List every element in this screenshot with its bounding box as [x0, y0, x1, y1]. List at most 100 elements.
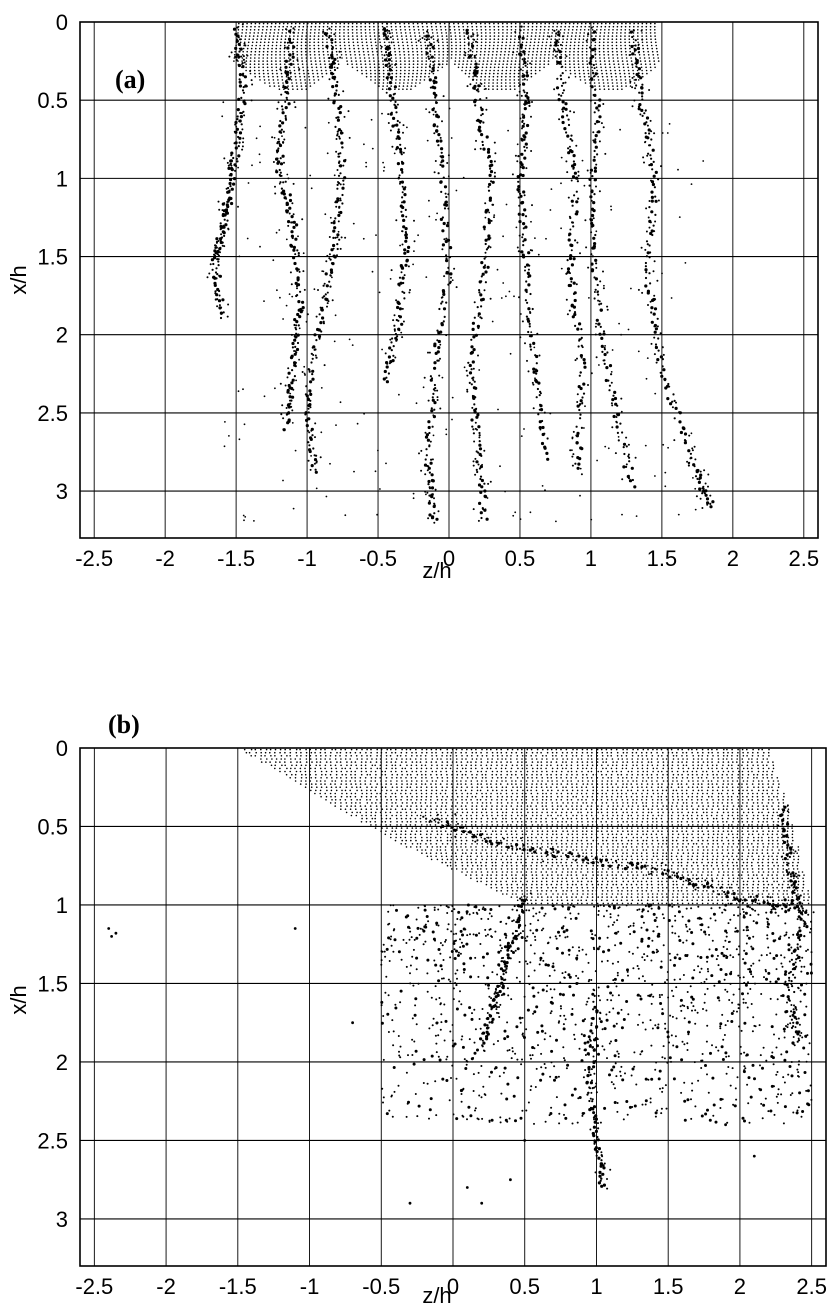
release-dot — [356, 811, 358, 814]
streak-dot — [288, 206, 292, 210]
release-dot — [548, 54, 550, 56]
release-dot — [266, 66, 269, 69]
streak-dot — [333, 226, 337, 230]
scatter-dot — [432, 113, 435, 116]
scatter-dot — [412, 263, 414, 266]
release-dot — [244, 38, 246, 40]
release-dot — [290, 75, 292, 78]
release-dot — [497, 44, 499, 47]
streak-dot — [293, 101, 296, 104]
release-dot — [360, 808, 363, 810]
release-dot — [632, 32, 635, 34]
streak-dot — [567, 123, 571, 127]
streak-dot — [326, 305, 328, 308]
streak-dot — [382, 27, 386, 31]
streak-dot — [641, 38, 644, 41]
streak-dot — [290, 354, 294, 358]
streak-dot — [559, 55, 563, 60]
release-dot — [645, 35, 648, 37]
release-dot — [365, 66, 367, 69]
release-dot — [582, 63, 584, 65]
streak-dot — [656, 279, 659, 282]
streak-dot — [532, 370, 536, 374]
release-dot — [484, 50, 486, 53]
release-dot — [554, 38, 556, 40]
release-dot — [323, 22, 325, 25]
release-dot — [254, 755, 257, 757]
streak-dot — [485, 108, 488, 111]
scatter-dot — [488, 211, 491, 214]
streak-dot — [442, 292, 446, 296]
streak-dot — [441, 155, 445, 159]
release-dot — [568, 57, 571, 59]
streak-dot — [610, 402, 613, 405]
release-dot — [350, 777, 353, 779]
scatter-dot — [607, 447, 610, 450]
streak-dot — [334, 125, 337, 128]
release-dot — [532, 47, 535, 50]
streak-dot — [557, 30, 560, 33]
streak-dot — [474, 386, 478, 390]
streak-dot — [632, 29, 635, 32]
streak-dot — [283, 161, 285, 164]
streak-dot — [432, 64, 435, 67]
streak-dot — [489, 159, 493, 164]
release-dot — [374, 770, 377, 773]
release-dot — [526, 35, 529, 37]
streak-dot — [578, 408, 581, 412]
release-dot — [559, 29, 562, 31]
scatter-dot — [481, 463, 483, 466]
release-dot — [352, 44, 355, 47]
release-dot — [613, 66, 616, 69]
release-dot — [578, 38, 581, 40]
release-dot — [607, 35, 610, 37]
release-dot — [584, 79, 586, 81]
release-dot — [349, 767, 352, 770]
release-dot — [257, 32, 260, 34]
streak-dot — [455, 286, 458, 289]
release-dot — [245, 63, 247, 65]
release-dot — [370, 792, 373, 795]
streak-dot — [293, 323, 296, 327]
streak-dot — [242, 137, 245, 140]
release-dot — [489, 32, 491, 34]
streak-dot — [592, 236, 596, 240]
streak-dot — [476, 428, 478, 431]
streak-dot — [560, 78, 563, 81]
x-tick-label: -1 — [297, 546, 317, 571]
release-dot — [354, 751, 357, 754]
streak-dot — [561, 65, 564, 68]
streak-dot — [647, 152, 650, 155]
release-dot — [345, 792, 348, 795]
streak-dot — [585, 246, 588, 249]
streak-dot — [546, 437, 549, 440]
scatter-dot — [237, 166, 240, 169]
release-dot — [616, 85, 619, 87]
release-dot — [505, 88, 507, 90]
release-dot — [299, 770, 302, 773]
scatter-dot — [338, 211, 340, 214]
release-dot — [411, 795, 413, 798]
streak-dot — [445, 334, 448, 337]
scatter-dot — [477, 315, 480, 317]
release-dot — [349, 808, 352, 810]
release-dot — [406, 786, 409, 788]
streak-dot — [439, 136, 442, 139]
scatter-dot — [513, 295, 515, 298]
streak-dot — [554, 43, 558, 47]
streak-dot — [430, 36, 433, 39]
release-dot — [646, 72, 648, 75]
release-dot — [497, 72, 499, 75]
release-dot — [319, 761, 322, 763]
release-dot — [344, 808, 347, 810]
streak-dot — [219, 316, 223, 320]
streak-dot — [427, 483, 430, 486]
release-dot — [274, 751, 276, 754]
streak-dot — [660, 374, 664, 378]
release-dot — [351, 786, 353, 788]
release-dot — [375, 824, 377, 826]
streak-dot — [324, 293, 327, 296]
release-dot — [637, 79, 640, 81]
release-dot — [403, 22, 406, 25]
release-dot — [391, 35, 394, 37]
